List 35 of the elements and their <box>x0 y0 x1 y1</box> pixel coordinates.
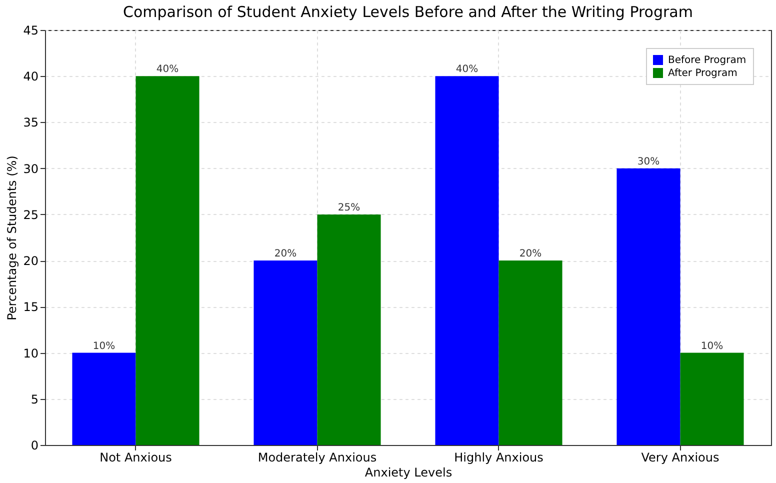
bar <box>136 76 200 445</box>
x-axis-title: Anxiety Levels <box>364 466 452 480</box>
y-tick-label: 5 <box>30 392 38 406</box>
bar <box>72 352 136 445</box>
data-label: 30% <box>637 156 660 168</box>
y-tick-label: 20 <box>23 254 38 268</box>
bar <box>317 214 381 445</box>
y-tick-label: 0 <box>30 438 38 452</box>
x-tick-label: Highly Anxious <box>454 450 544 464</box>
x-tick-label: Not Anxious <box>100 450 172 464</box>
bar <box>680 352 744 445</box>
chart-title: Comparison of Student Anxiety Levels Before and After the Writing Program <box>123 3 693 21</box>
y-tick-label: 45 <box>23 24 38 38</box>
legend-label: After Program <box>668 68 738 79</box>
y-axis-title: Percentage of Students (%) <box>5 156 20 320</box>
data-label: 25% <box>338 202 360 214</box>
y-tick-label: 15 <box>23 300 38 314</box>
data-label: 20% <box>519 248 542 260</box>
y-tick-label: 10 <box>23 346 38 360</box>
x-tick-label: Very Anxious <box>641 450 720 464</box>
y-tick-label: 35 <box>23 116 38 130</box>
data-label: 40% <box>456 64 478 76</box>
data-label: 20% <box>274 248 297 260</box>
bar <box>498 260 562 445</box>
legend-label: Before Program <box>668 55 746 66</box>
data-label: 40% <box>156 64 179 76</box>
data-label: 10% <box>92 340 116 352</box>
x-tick-label: Moderately Anxious <box>258 450 377 464</box>
bar <box>254 260 318 445</box>
y-tick-label: 25 <box>23 208 38 222</box>
y-tick-label: 30 <box>23 162 38 176</box>
bar <box>435 76 499 445</box>
y-tick-label: 40 <box>23 70 38 84</box>
data-label: 10% <box>700 340 724 352</box>
bar <box>616 168 680 445</box>
